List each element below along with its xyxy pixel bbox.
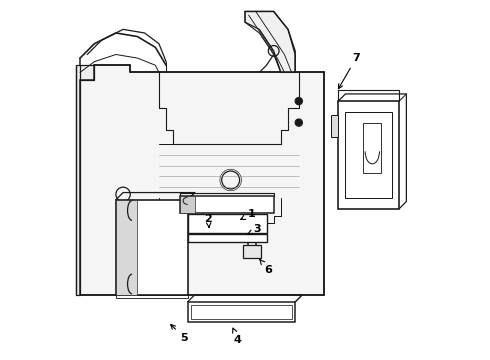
Text: 4: 4	[233, 328, 242, 345]
Polygon shape	[180, 196, 195, 213]
Polygon shape	[245, 12, 295, 72]
Polygon shape	[188, 214, 267, 233]
Circle shape	[295, 119, 302, 126]
Text: 7: 7	[339, 53, 360, 89]
Text: 3: 3	[248, 225, 261, 234]
Polygon shape	[338, 101, 399, 209]
Polygon shape	[188, 302, 295, 321]
Polygon shape	[116, 200, 137, 295]
Polygon shape	[331, 116, 338, 137]
Text: 2: 2	[204, 215, 212, 228]
Text: 5: 5	[171, 324, 188, 343]
Polygon shape	[188, 234, 267, 242]
Polygon shape	[243, 245, 261, 258]
Polygon shape	[76, 65, 95, 295]
Circle shape	[295, 98, 302, 105]
Polygon shape	[180, 196, 274, 213]
Text: 1: 1	[241, 209, 255, 220]
Text: 6: 6	[260, 260, 272, 275]
Polygon shape	[116, 200, 188, 295]
Polygon shape	[80, 65, 324, 295]
